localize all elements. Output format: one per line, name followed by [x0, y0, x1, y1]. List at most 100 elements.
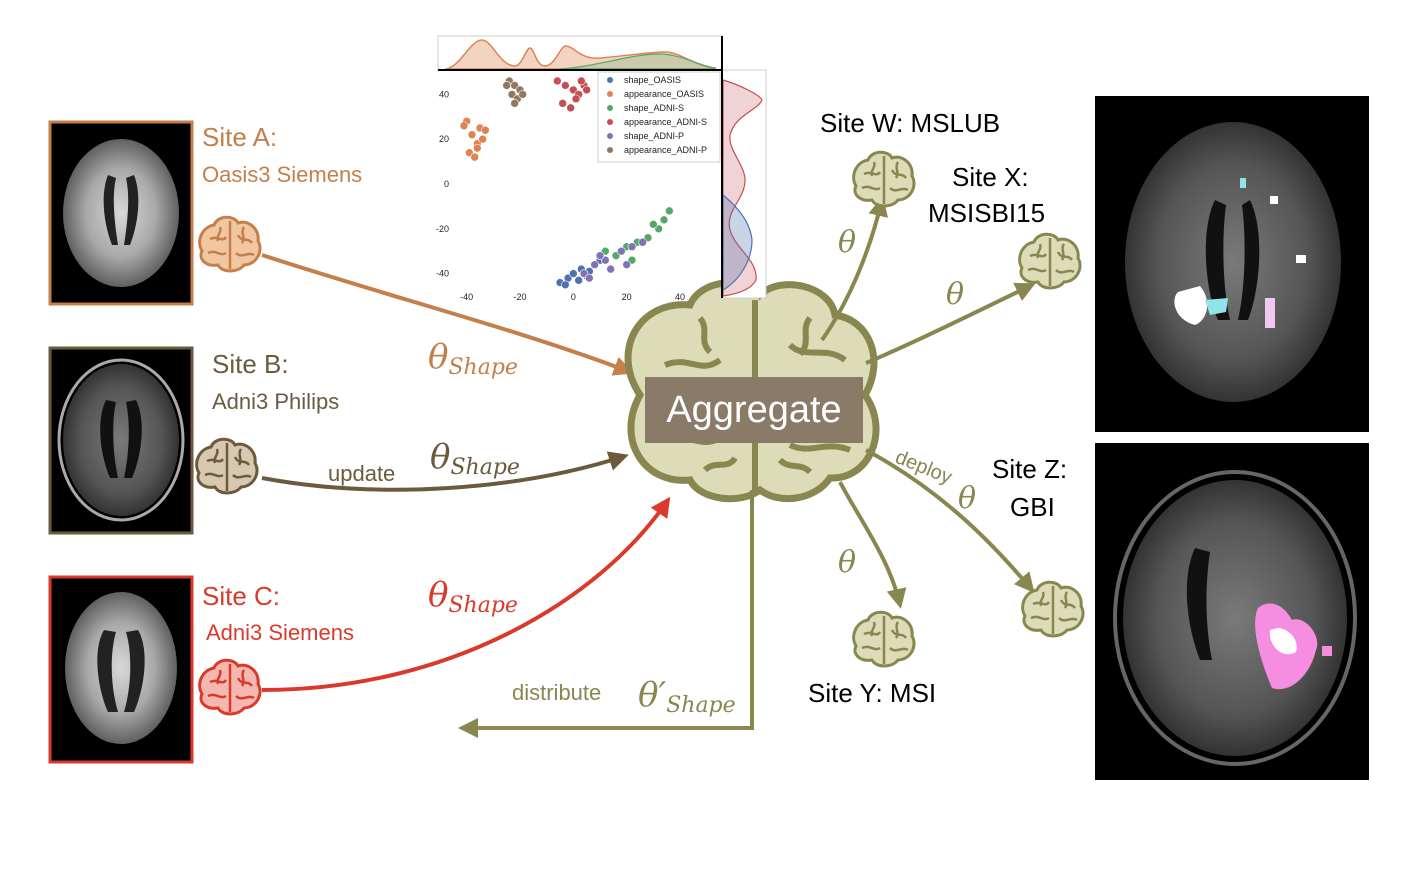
chart-right-marginal-density-2	[722, 193, 753, 292]
site-c-mri-panel	[48, 575, 194, 764]
chart-y-tick-label: 20	[439, 134, 449, 144]
chart-point-appearance_ADNI-S	[561, 81, 570, 90]
chart-legend-label: appearance_ADNI-P	[624, 145, 707, 155]
chart-legend-label: appearance_OASIS	[624, 89, 704, 99]
site-x-name-line2: MSISBI15	[928, 198, 1045, 228]
arrow-site-a	[261, 253, 634, 376]
arrow-site-y	[838, 481, 907, 609]
site-x-brain-icon	[1018, 232, 1082, 290]
chart-point-shape_ADNI-P	[617, 246, 626, 256]
chart-point-shape_ADNI-S	[649, 220, 658, 229]
arrow-site-c	[261, 496, 671, 692]
aggregate-label: Aggregate	[666, 389, 841, 431]
site-z-param: θ	[958, 481, 976, 516]
chart-y-tick-label: -20	[436, 224, 449, 234]
site-b-mri-panel	[48, 346, 194, 535]
chart-point-appearance_ADNI-S	[582, 85, 591, 95]
chart-point-appearance_ADNI-S	[553, 76, 562, 86]
chart-point-appearance_ADNI-P	[518, 90, 527, 99]
site-a-subtitle: Oasis3 Siemens	[202, 162, 362, 187]
chart-top-marginal-density	[444, 39, 716, 70]
site-b-title: Site B:	[212, 349, 289, 379]
chart-x-tick-label: 40	[675, 292, 685, 302]
site-y-name: Site Y: MSI	[808, 678, 936, 708]
deploy-label: deploy	[892, 446, 955, 488]
chart-y-tick-label: 40	[439, 89, 449, 99]
site-w-name: Site W: MSLUB	[820, 108, 1000, 138]
arrow-site-z	[865, 448, 1035, 594]
site-z-brain-icon	[1021, 580, 1085, 638]
chart-point-appearance_OASIS	[478, 134, 487, 144]
site-a-param: θShape	[428, 337, 518, 380]
site-w-param: θ	[838, 225, 856, 260]
distribute-param: θ′Shape	[638, 675, 736, 718]
chart-right-marginal-density	[722, 79, 763, 297]
chart-y-tick-label: -40	[436, 269, 449, 279]
arrow-site-b	[261, 451, 629, 492]
chart-point-appearance_ADNI-S	[566, 103, 575, 113]
site-z-name-line1: Site Z:	[992, 454, 1067, 484]
chart-point-shape_ADNI-P	[606, 264, 615, 274]
chart-legend-label: appearance_ADNI-S	[624, 117, 707, 127]
chart-point-appearance_OASIS	[473, 143, 482, 153]
site-y-brain-icon	[852, 610, 916, 668]
chart-point-shape_OASIS	[561, 280, 570, 290]
chart-point-shape_ADNI-P	[585, 273, 594, 283]
output-mri-panel-top	[1095, 96, 1369, 432]
site-w-brain-icon	[852, 150, 916, 208]
chart-point-appearance_ADNI-S	[558, 99, 567, 108]
chart-x-tick-label: -40	[460, 292, 473, 302]
site-b-param: θShape	[430, 437, 520, 480]
chart-point-appearance_OASIS	[459, 121, 469, 131]
chart-point-shape_ADNI-P	[638, 237, 647, 247]
chart-top-marginal-density-2	[559, 53, 716, 70]
chart-point-appearance_ADNI-P	[502, 81, 511, 90]
chart-point-appearance_OASIS	[467, 130, 477, 140]
site-c-title: Site C:	[202, 581, 280, 611]
site-z-name-line2: GBI	[1010, 492, 1055, 522]
output-mri-panel-bottom	[1095, 443, 1369, 780]
site-c-brain-icon	[198, 658, 262, 716]
chart-x-tick-label: 0	[571, 292, 576, 302]
site-c-param: θShape	[428, 575, 518, 618]
site-a-brain-icon	[198, 215, 262, 273]
chart-point-appearance_OASIS	[470, 152, 479, 162]
chart-point-shape_OASIS	[569, 269, 578, 278]
site-a-title: Site A:	[202, 122, 277, 152]
scatter-chart: -40 -20 0 20 40 40 20 0 -20 -40 shape_OASISappear…	[436, 35, 767, 302]
site-x-param: θ	[946, 277, 964, 312]
site-b-subtitle: Adni3 Philips	[212, 389, 339, 414]
site-y-param: θ	[838, 545, 856, 580]
chart-legend-label: shape_ADNI-S	[624, 103, 684, 113]
chart-point-shape_ADNI-P	[595, 251, 605, 260]
chart-point-shape_OASIS	[574, 276, 583, 285]
update-label: update	[328, 461, 395, 486]
arrow-site-x	[865, 282, 1036, 365]
chart-point-shape_ADNI-P	[627, 242, 637, 252]
chart-point-shape_ADNI-P	[622, 260, 631, 269]
site-c-subtitle: Adni3 Siemens	[206, 620, 354, 645]
chart-point-appearance_ADNI-S	[577, 76, 586, 86]
chart-legend-marker	[607, 77, 613, 83]
arrow-distribute	[458, 490, 754, 738]
chart-legend-marker	[607, 91, 613, 97]
chart-legend: shape_OASIS appearance_OASIS shape_ADNI-Sa…	[597, 71, 721, 163]
chart-point-appearance_ADNI-S	[571, 94, 581, 104]
chart-point-shape_ADNI-S	[665, 206, 674, 216]
chart-legend-marker	[607, 105, 613, 111]
chart-legend-label: shape_ADNI-P	[624, 131, 684, 141]
chart-legend-box	[597, 71, 721, 163]
chart-x-tick-label: -20	[513, 292, 526, 302]
chart-legend-marker	[607, 119, 613, 125]
chart-legend-marker	[607, 147, 613, 153]
chart-point-appearance_ADNI-P	[510, 99, 519, 108]
chart-point-shape_ADNI-P	[590, 260, 599, 269]
chart-legend-label: shape_OASIS	[624, 75, 681, 85]
site-b-brain-icon	[195, 437, 259, 495]
chart-point-shape_ADNI-S	[659, 215, 669, 225]
chart-legend-marker	[607, 133, 613, 139]
site-x-name-line1: Site X:	[952, 162, 1029, 192]
site-a-mri-panel	[48, 120, 194, 306]
distribute-label: distribute	[512, 680, 601, 705]
